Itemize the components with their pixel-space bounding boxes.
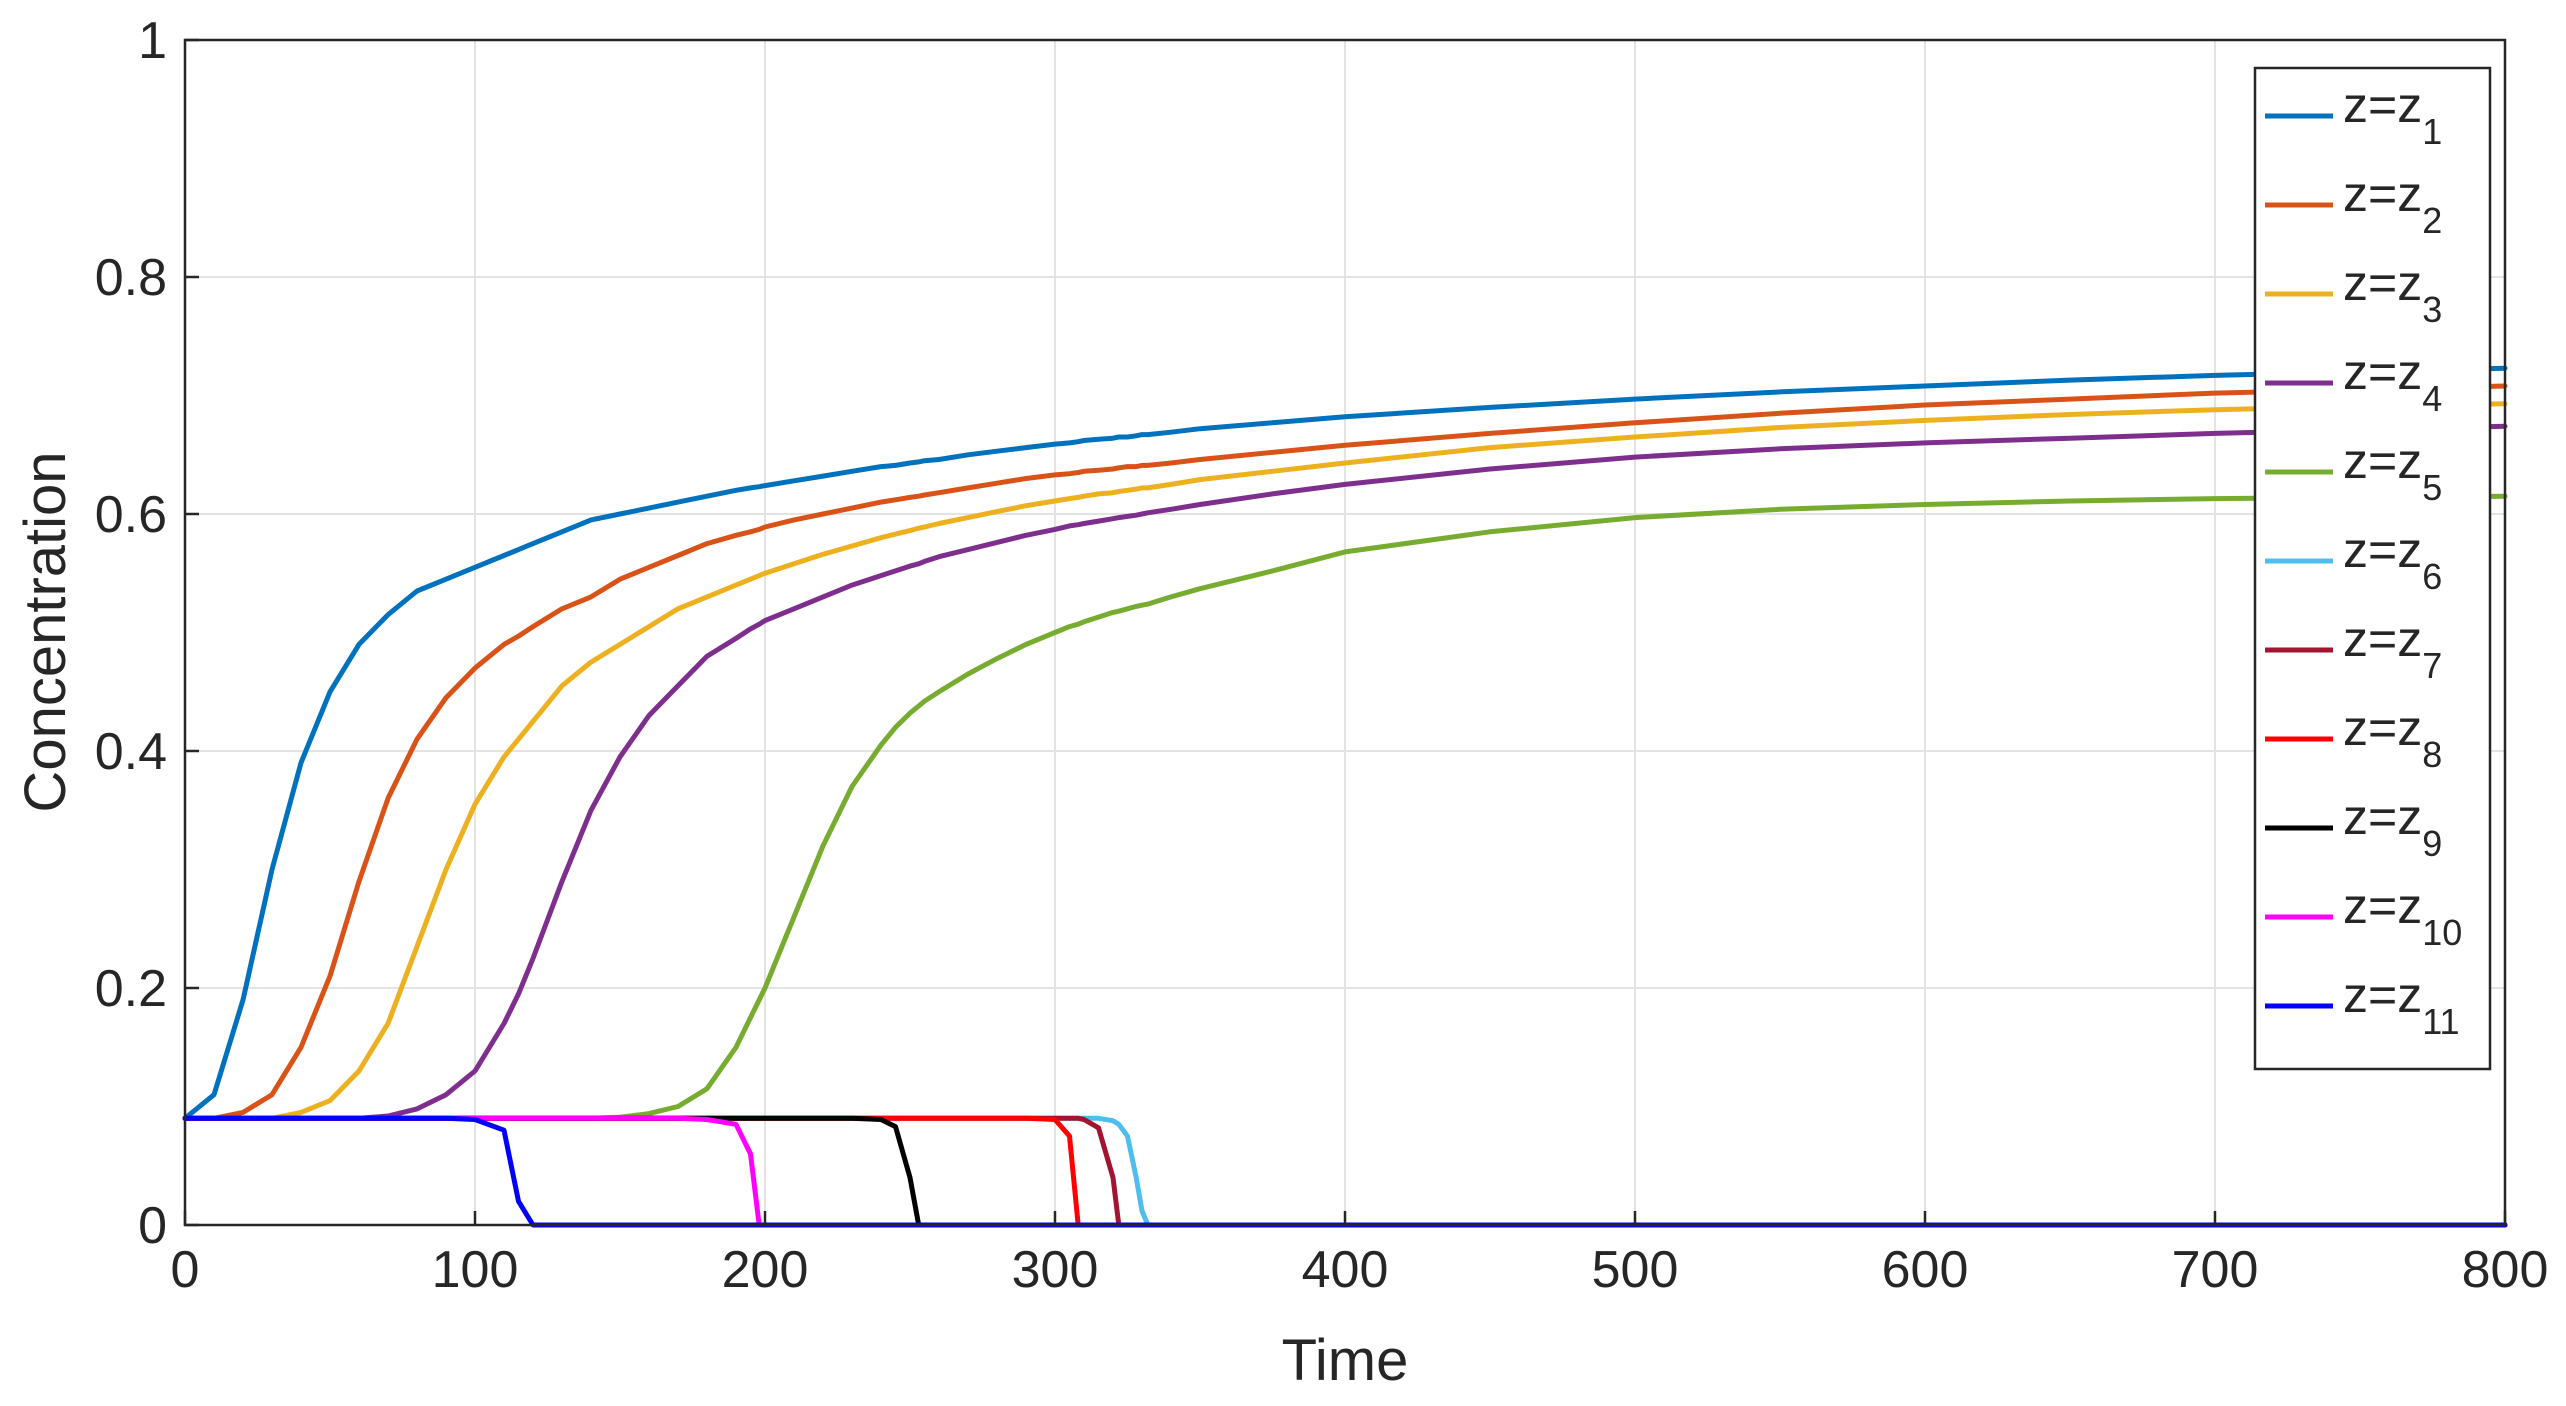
legend-entry-subscript: 5 [2422, 467, 2442, 508]
series-line-z2 [182, 383, 2508, 1121]
legend-entry: z=z10 [2343, 878, 2462, 953]
legend-box [2253, 66, 2492, 1071]
series-line-z4 [182, 423, 2508, 1121]
x-axis-title: Time [1282, 1328, 1409, 1393]
x-tick-label: 800 [2462, 1241, 2549, 1299]
x-tick-label: 300 [1012, 1241, 1099, 1299]
legend-entry-subscript: 9 [2422, 823, 2442, 864]
legend-entry-name: z=z [2343, 433, 2422, 489]
legend-entry: z=z8 [2343, 700, 2442, 775]
legend-entry: z=z1 [2343, 77, 2442, 152]
legend-entry-name: z=z [2343, 967, 2422, 1023]
legend-entry-subscript: 4 [2422, 378, 2442, 419]
legend: z=z1z=z2z=z3z=z4z=z5z=z6z=z7z=z8z=z9z=z1… [2253, 66, 2492, 1071]
legend-entry-name: z=z [2343, 611, 2422, 667]
legend-entry: z=z7 [2343, 611, 2442, 686]
legend-entry: z=z3 [2343, 255, 2442, 330]
legend-entry: z=z5 [2343, 433, 2442, 508]
y-tick-label: 0.6 [95, 486, 167, 544]
legend-entry-name: z=z [2343, 789, 2422, 845]
legend-entry-subscript: 3 [2422, 289, 2442, 330]
legend-entry: z=z6 [2343, 522, 2442, 597]
y-tick-label: 1 [138, 12, 167, 70]
legend-entry: z=z2 [2343, 166, 2442, 241]
legend-entry: z=z4 [2343, 344, 2442, 419]
y-tick-label: 0.4 [95, 723, 167, 781]
legend-entry-name: z=z [2343, 700, 2422, 756]
legend-entry-name: z=z [2343, 878, 2422, 934]
series-line-z3 [182, 401, 2508, 1121]
x-tick-label: 100 [432, 1241, 519, 1299]
legend-entry-name: z=z [2343, 166, 2422, 222]
legend-entry-name: z=z [2343, 77, 2422, 133]
legend-entry-subscript: 11 [2422, 1001, 2459, 1042]
legend-entry-name: z=z [2343, 255, 2422, 311]
legend-entry-name: z=z [2343, 522, 2422, 578]
y-tick-label: 0.8 [95, 249, 167, 307]
y-tick-label: 0 [138, 1197, 167, 1255]
y-axis-title: Concentration [13, 451, 78, 812]
x-tick-label: 0 [171, 1241, 200, 1299]
legend-entry: z=z11 [2343, 967, 2460, 1042]
x-tick-label: 400 [1302, 1241, 1389, 1299]
x-tick-label: 200 [722, 1241, 809, 1299]
legend-entry-subscript: 8 [2422, 734, 2442, 775]
legend-entry-name: z=z [2343, 344, 2422, 400]
legend-entry-subscript: 7 [2422, 645, 2442, 686]
x-tick-label: 500 [1592, 1241, 1679, 1299]
axis-ticks: 0 100 200 300 400 500 600 700 800 0 0.2 0.4 0.6 0.8 1 [95, 12, 2549, 1299]
legend-entry-subscript: 2 [2422, 200, 2442, 241]
legend-entry-subscript: 6 [2422, 556, 2442, 597]
legend-entry-subscript: 10 [2422, 912, 2462, 953]
legend-entry: z=z9 [2343, 789, 2442, 864]
legend-entry-subscript: 1 [2422, 111, 2442, 152]
x-tick-label: 600 [1882, 1241, 1969, 1299]
x-tick-label: 700 [2172, 1241, 2259, 1299]
series-line-z1 [182, 365, 2508, 1121]
y-tick-label: 0.2 [95, 960, 167, 1018]
